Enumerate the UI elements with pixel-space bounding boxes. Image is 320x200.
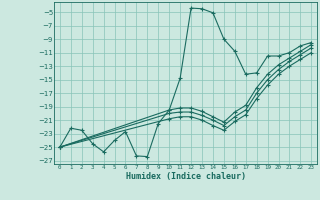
X-axis label: Humidex (Indice chaleur): Humidex (Indice chaleur): [125, 172, 246, 181]
